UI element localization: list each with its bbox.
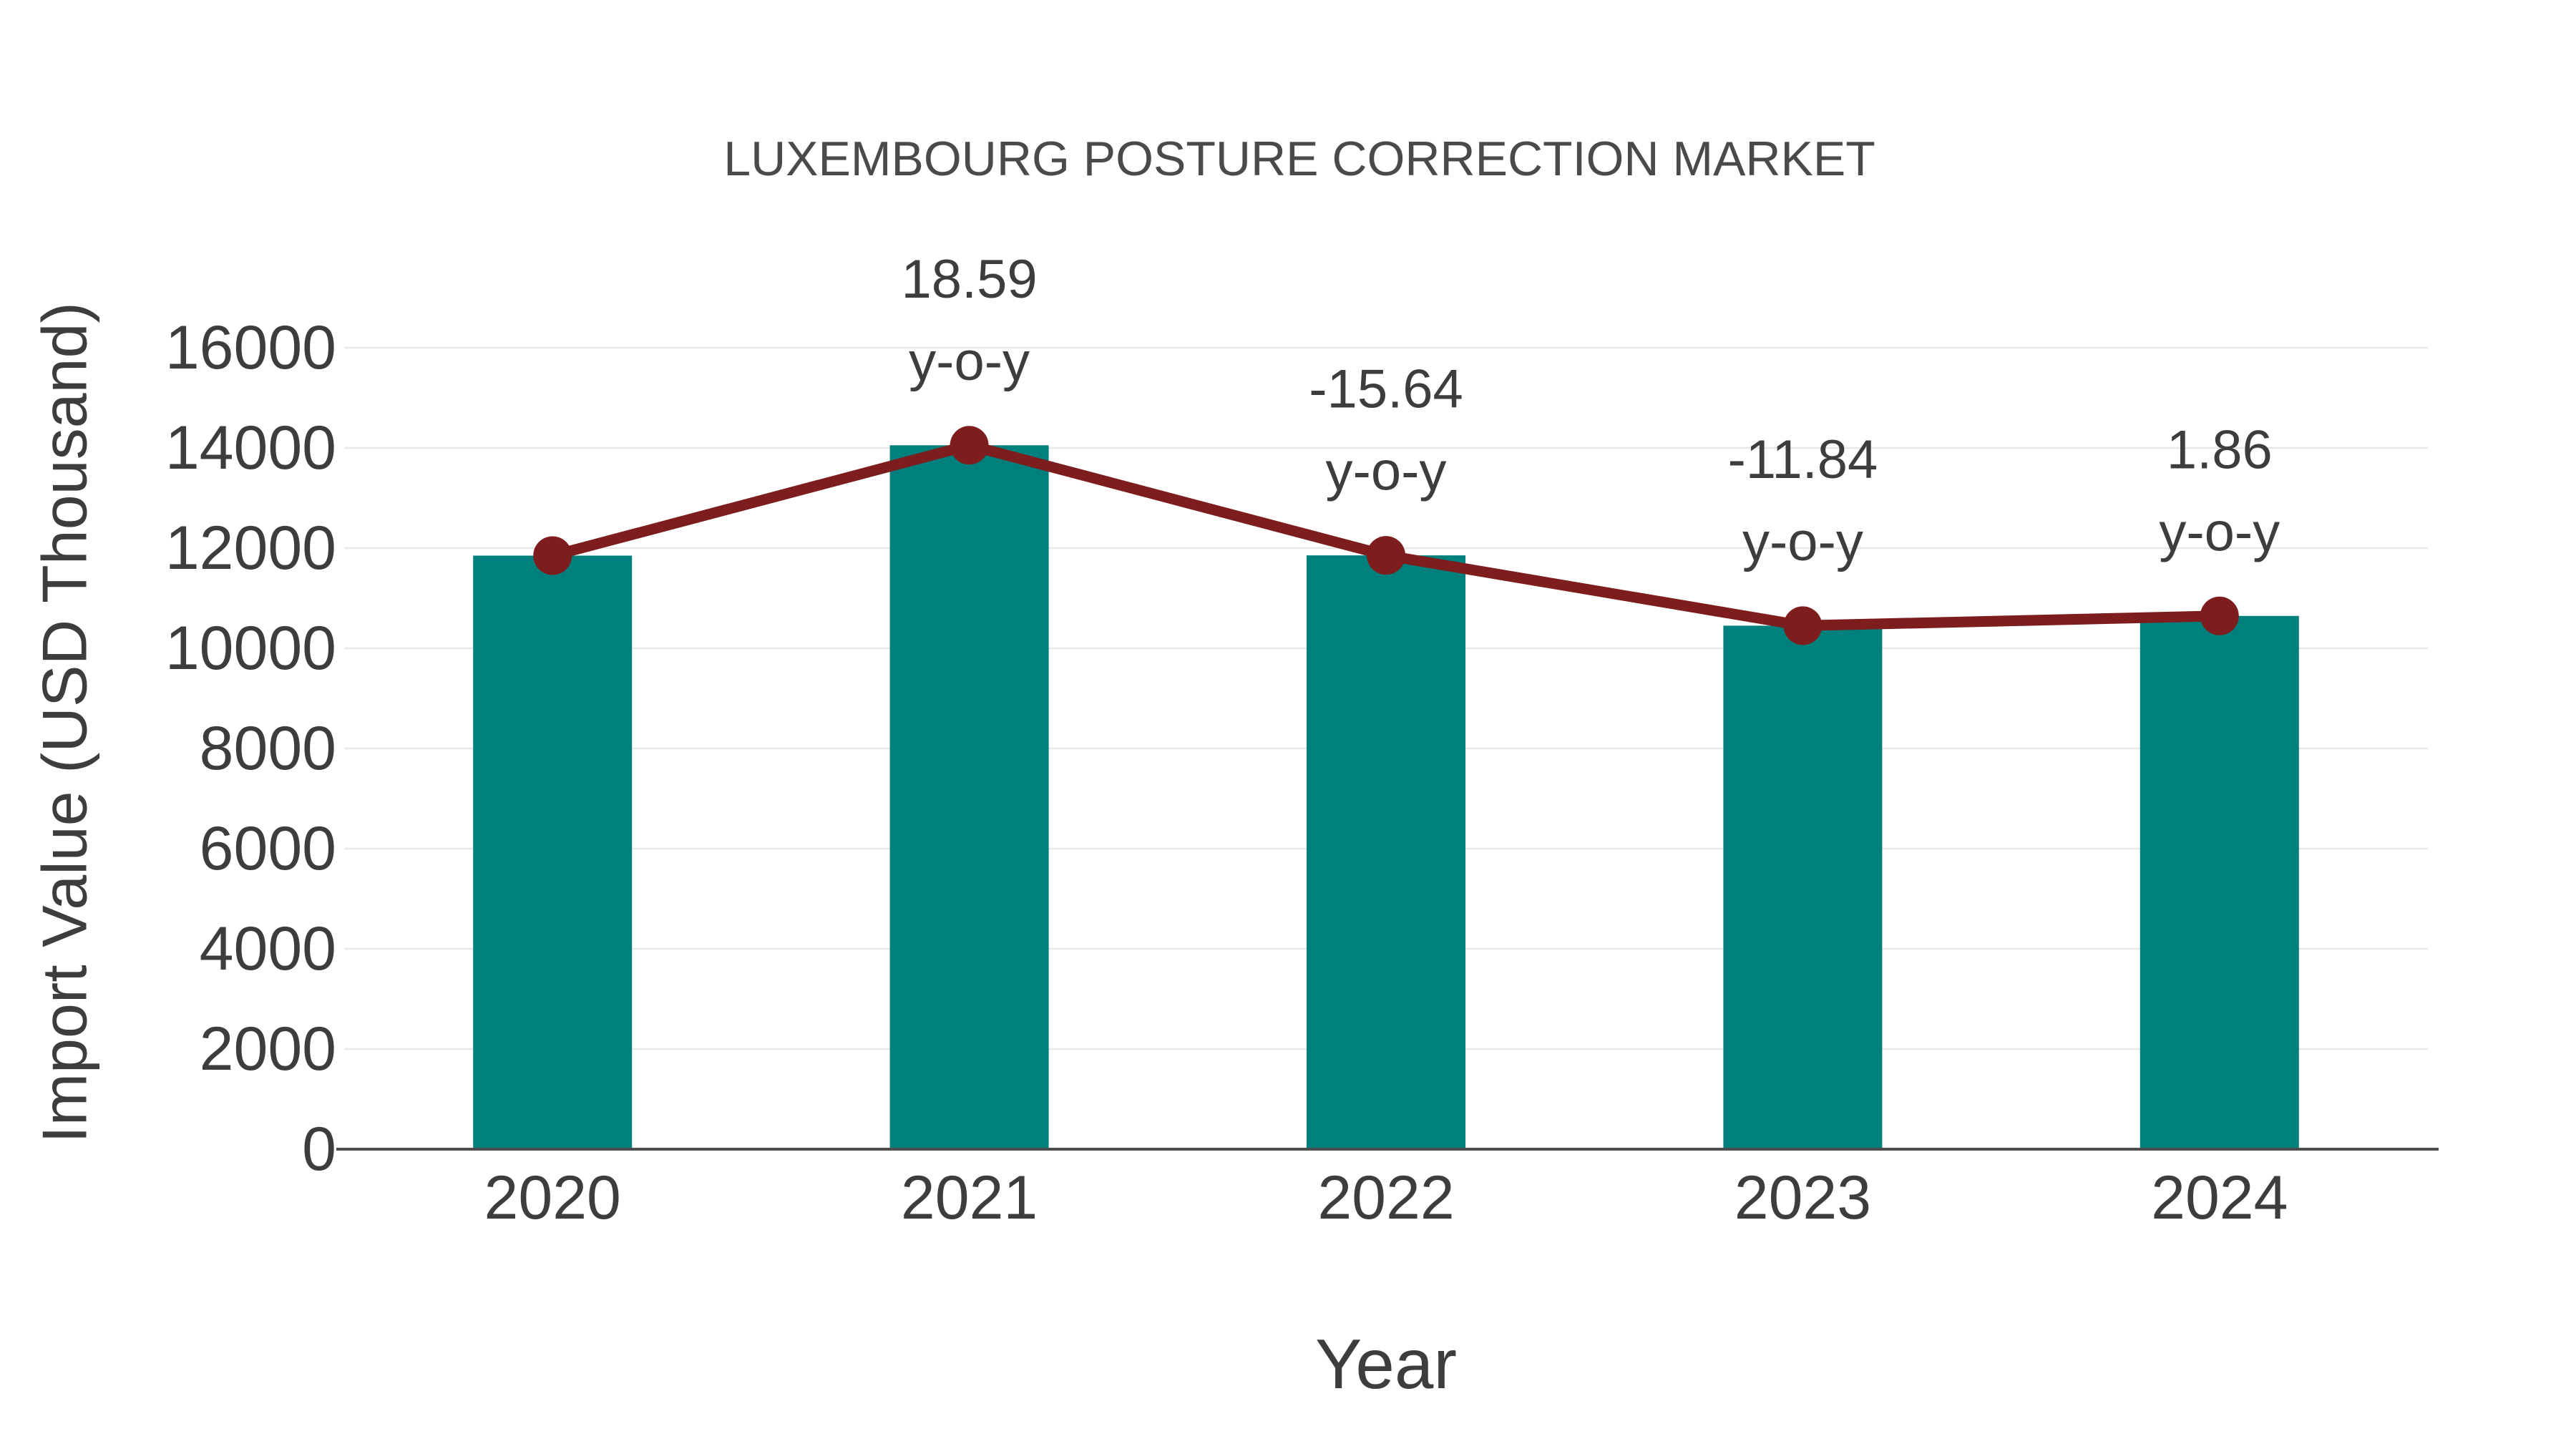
- bar-2021: [889, 445, 1049, 1149]
- x-axis-title: Year: [1315, 1324, 1457, 1403]
- y-tick-16000: 16000: [165, 313, 336, 382]
- annotation-value-2024: 1.86: [2167, 419, 2273, 480]
- x-tick-2020: 2020: [484, 1163, 621, 1232]
- bar-series: [473, 445, 2299, 1149]
- marker-2021: [950, 426, 989, 465]
- marker-2022: [1367, 536, 1405, 575]
- y-axis-tick-labels: 0 2000 4000 6000 8000 10000 12000 14000 16000: [165, 313, 336, 1184]
- x-tick-2024: 2024: [2151, 1163, 2288, 1232]
- marker-2020: [533, 536, 572, 575]
- bar-2022: [1307, 555, 1465, 1149]
- y-tick-12000: 12000: [165, 514, 336, 582]
- y-tick-6000: 6000: [200, 814, 336, 883]
- annotation-suffix-2023: y-o-y: [1742, 512, 1863, 572]
- annotation-value-2022: -15.64: [1309, 359, 1463, 420]
- point-annotations: 18.59 y-o-y -15.64 y-o-y -11.84 y-o-y 1.86 y-o-…: [902, 249, 2280, 572]
- y-axis-title: Import Value (USD Thousand): [29, 302, 100, 1143]
- annotation-suffix-2024: y-o-y: [2159, 502, 2280, 562]
- annotation-suffix-2021: y-o-y: [909, 331, 1030, 392]
- line-series-markers: [533, 426, 2239, 645]
- bar-2023: [1723, 625, 1883, 1149]
- y-tick-8000: 8000: [200, 714, 336, 783]
- y-tick-14000: 14000: [165, 414, 336, 482]
- y-tick-2000: 2000: [200, 1015, 336, 1083]
- y-tick-10000: 10000: [165, 614, 336, 683]
- bar-2024: [2140, 615, 2299, 1149]
- marker-2024: [2200, 596, 2239, 635]
- y-tick-4000: 4000: [200, 914, 336, 983]
- chart-title: LUXEMBOURG POSTURE CORRECTION MARKET: [723, 132, 1875, 186]
- y-tick-0: 0: [302, 1115, 336, 1184]
- annotation-value-2021: 18.59: [902, 249, 1038, 310]
- x-tick-2022: 2022: [1317, 1163, 1454, 1232]
- annotation-suffix-2022: y-o-y: [1326, 441, 1447, 502]
- annotation-value-2023: -11.84: [1727, 429, 1878, 490]
- bar-2020: [473, 555, 633, 1149]
- x-tick-2023: 2023: [1735, 1163, 1871, 1232]
- marker-2023: [1783, 606, 1823, 645]
- x-axis-tick-labels: 2020 2021 2022 2023 2024: [484, 1163, 2288, 1232]
- x-tick-2021: 2021: [901, 1163, 1038, 1232]
